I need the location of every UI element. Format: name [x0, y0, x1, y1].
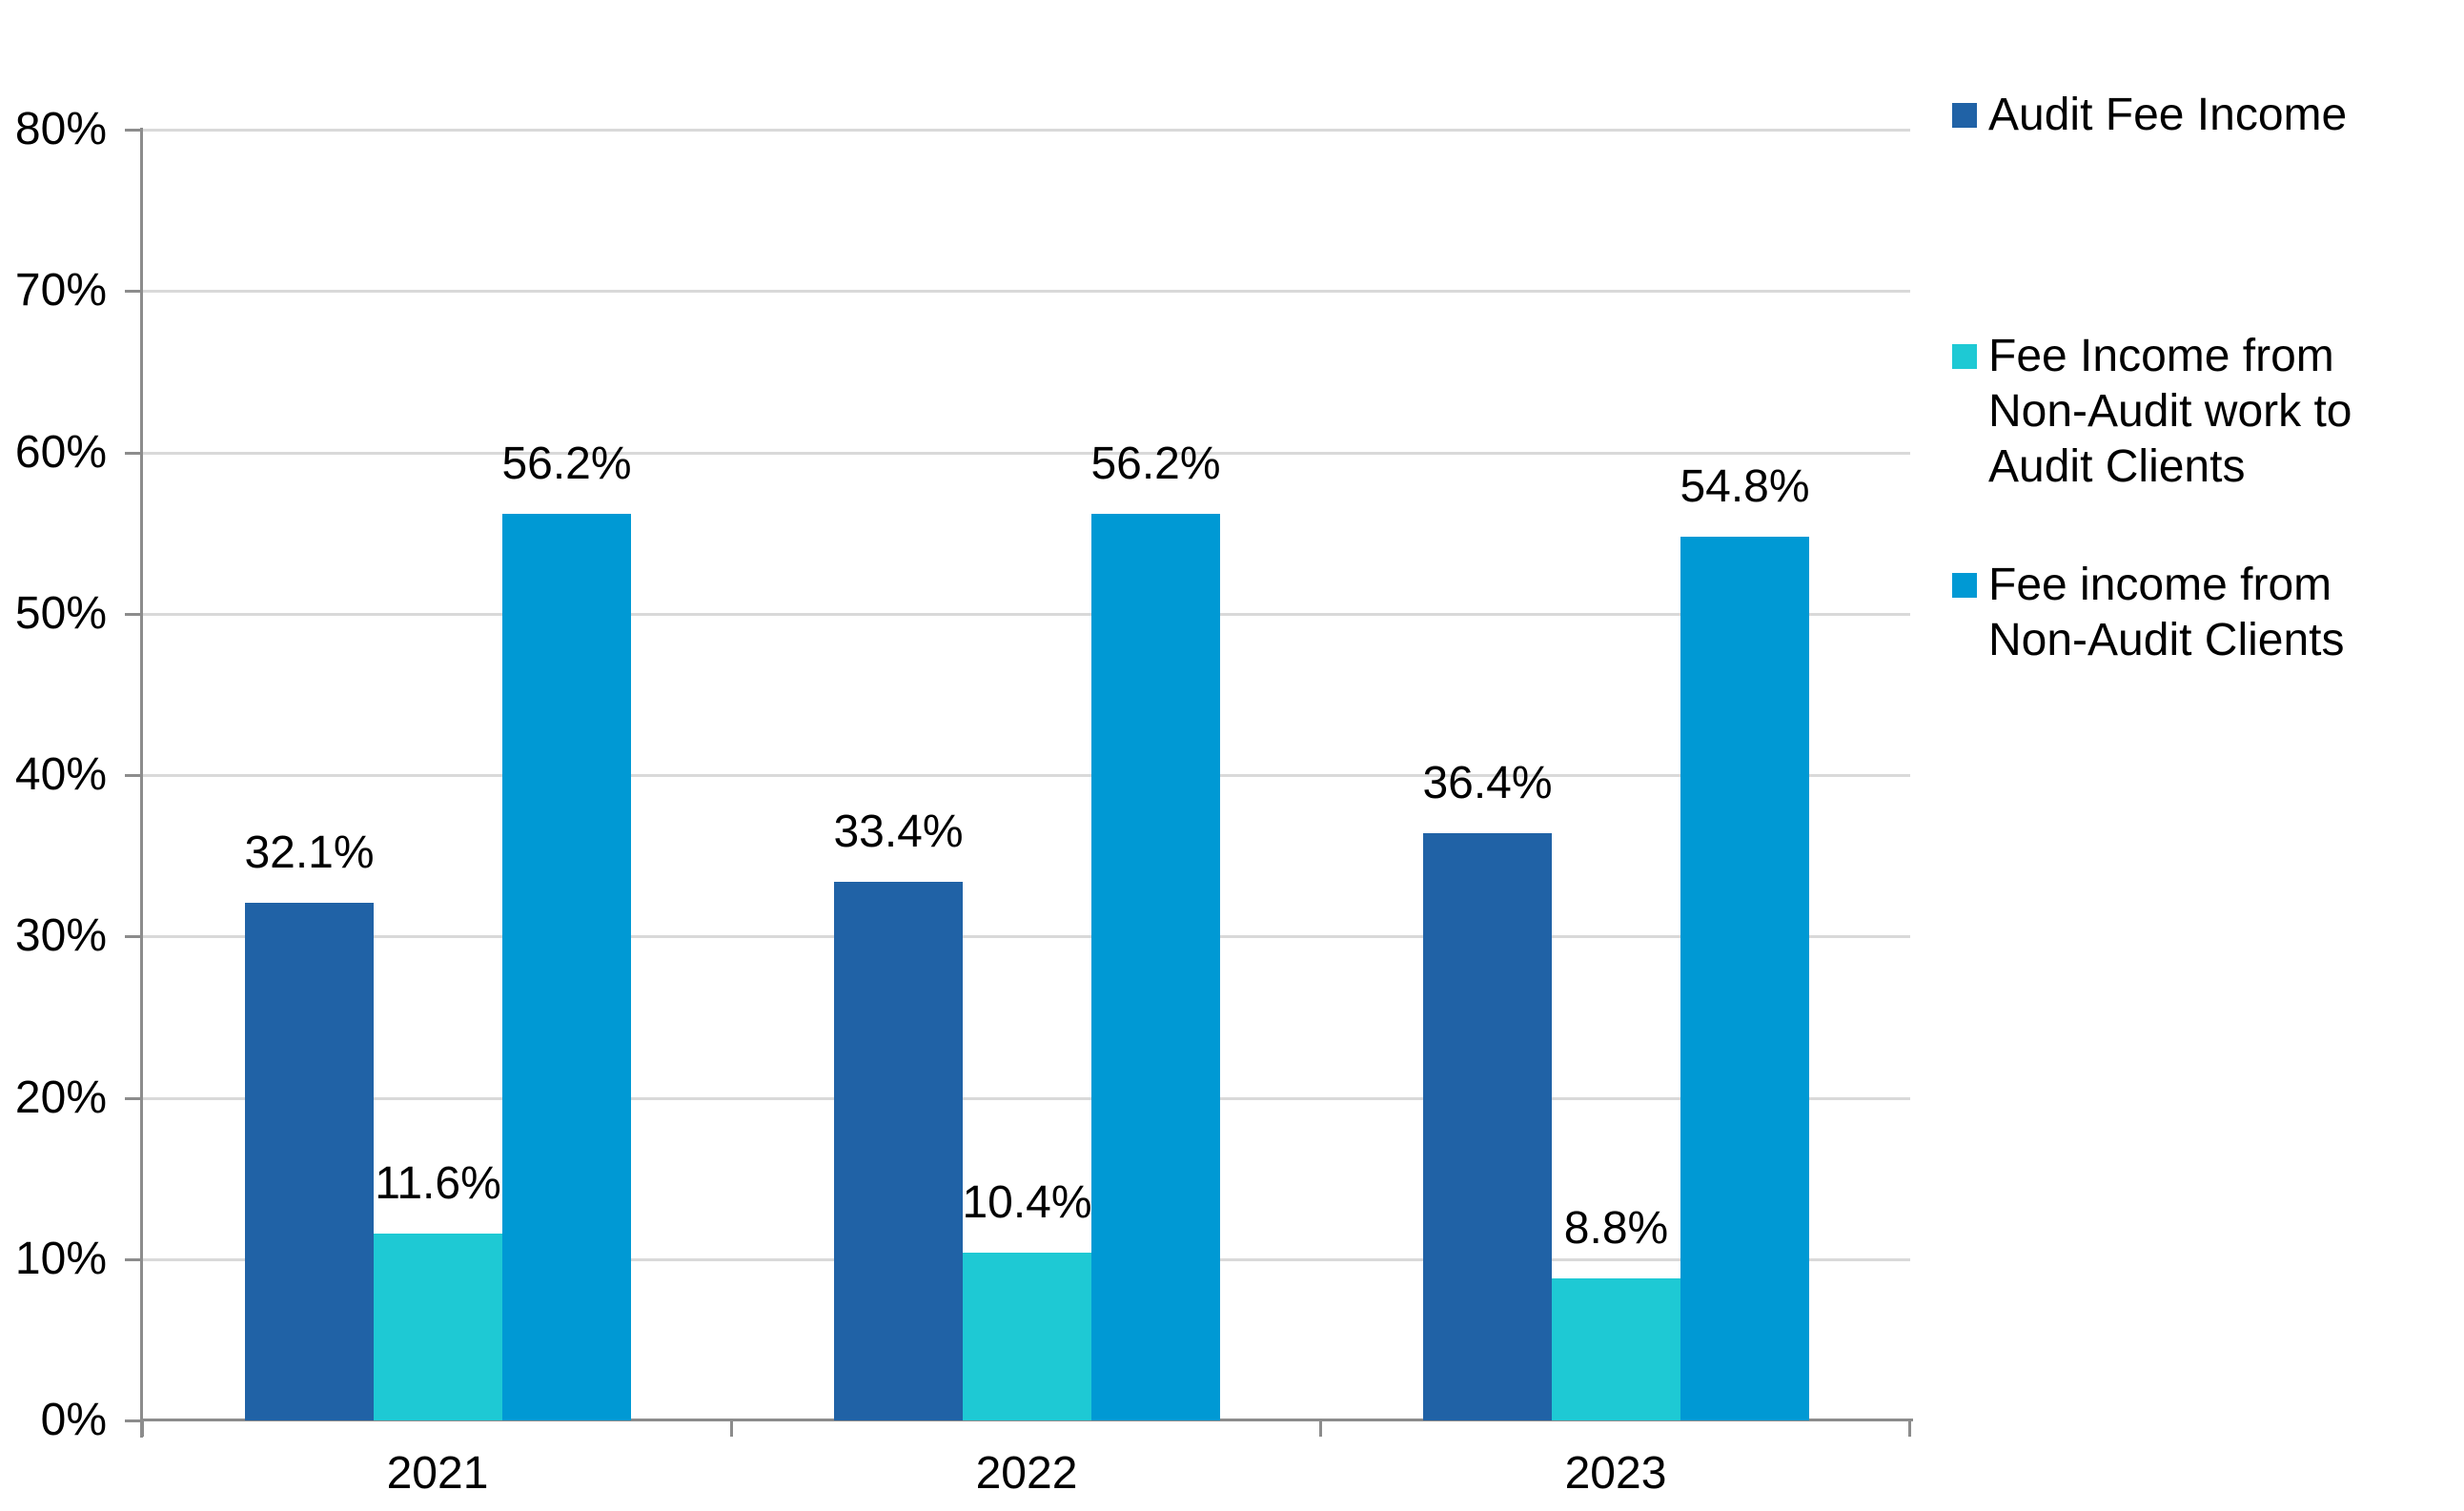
legend-entry-audit-fee-income: Audit Fee Income [1946, 88, 2423, 143]
bar-2022-audit-fee-income [834, 882, 963, 1420]
bar-value-label: 33.4% [833, 807, 964, 857]
legend-marker-icon [1952, 573, 1977, 598]
y-axis-tick [125, 451, 140, 455]
y-axis-label: 30% [14, 910, 107, 962]
x-axis-category-label: 2022 [975, 1448, 1078, 1499]
gridline [143, 935, 1910, 939]
legend-label: Fee Income from Non-Audit work to Audit … [1988, 331, 2352, 492]
x-axis-tick [730, 1421, 733, 1437]
legend-marker-icon [1952, 103, 1977, 128]
y-axis-label: 40% [14, 749, 107, 800]
y-axis-label: 0% [40, 1395, 107, 1445]
y-axis-label: 10% [14, 1233, 107, 1284]
bar-value-label: 56.2% [1090, 439, 1221, 489]
bar-2022-fee-income-from-non-audit-clients [1091, 514, 1220, 1420]
x-axis-tick [141, 1421, 144, 1437]
bar-value-label: 56.2% [501, 439, 632, 489]
bar-value-label: 10.4% [962, 1177, 1092, 1228]
y-axis-label: 20% [14, 1072, 107, 1123]
bar-2023-fee-income-from-non-audit-work-to-audit-clients [1552, 1278, 1680, 1420]
x-axis-category-label: 2021 [386, 1448, 489, 1499]
gridline [143, 612, 1910, 616]
y-axis-label: 80% [14, 104, 107, 154]
y-axis-line [140, 128, 143, 1438]
bar-2022-fee-income-from-non-audit-work-to-audit-clients [963, 1253, 1091, 1420]
bar-value-label: 8.8% [1563, 1203, 1669, 1254]
gridline [143, 451, 1910, 455]
x-axis-tick [1908, 1421, 1911, 1437]
legend-marker-icon [1952, 344, 1977, 369]
legend-label: Fee income from Non-Audit Clients [1988, 560, 2345, 665]
bar-2021-fee-income-from-non-audit-clients [502, 514, 631, 1420]
bar-2021-fee-income-from-non-audit-work-to-audit-clients [374, 1234, 502, 1420]
y-axis-tick [125, 612, 140, 616]
bar-value-label: 54.8% [1680, 461, 1810, 512]
y-axis-tick [125, 1419, 140, 1422]
y-axis-tick [125, 1096, 140, 1100]
gridline [143, 129, 1910, 132]
x-axis-tick [1319, 1421, 1322, 1437]
gridline [143, 290, 1910, 294]
y-axis-label: 70% [14, 265, 107, 316]
x-axis-category-label: 2023 [1564, 1448, 1667, 1499]
bar-2023-fee-income-from-non-audit-clients [1680, 537, 1809, 1420]
bar-2021-audit-fee-income [245, 903, 374, 1420]
y-axis-label: 50% [14, 587, 107, 639]
bar-2023-audit-fee-income [1423, 833, 1552, 1420]
y-axis-label: 60% [14, 426, 107, 478]
bar-value-label: 32.1% [244, 827, 375, 878]
y-axis-tick [125, 935, 140, 939]
y-axis-tick [125, 774, 140, 777]
legend-entry-fee-income-from-non-audit-clients: Fee income from Non-Audit Clients [1946, 558, 2423, 668]
bar-value-label: 11.6% [375, 1158, 501, 1209]
gridline [143, 774, 1910, 777]
legend-entry-fee-income-from-non-audit-work-to-audit-clients: Fee Income from Non-Audit work to Audit … [1946, 329, 2423, 495]
y-axis-tick [125, 129, 140, 132]
bar-value-label: 36.4% [1422, 758, 1553, 808]
legend-label: Audit Fee Income [1988, 90, 2348, 140]
y-axis-tick [125, 1257, 140, 1261]
gridline [143, 1096, 1910, 1100]
y-axis-tick [125, 290, 140, 294]
